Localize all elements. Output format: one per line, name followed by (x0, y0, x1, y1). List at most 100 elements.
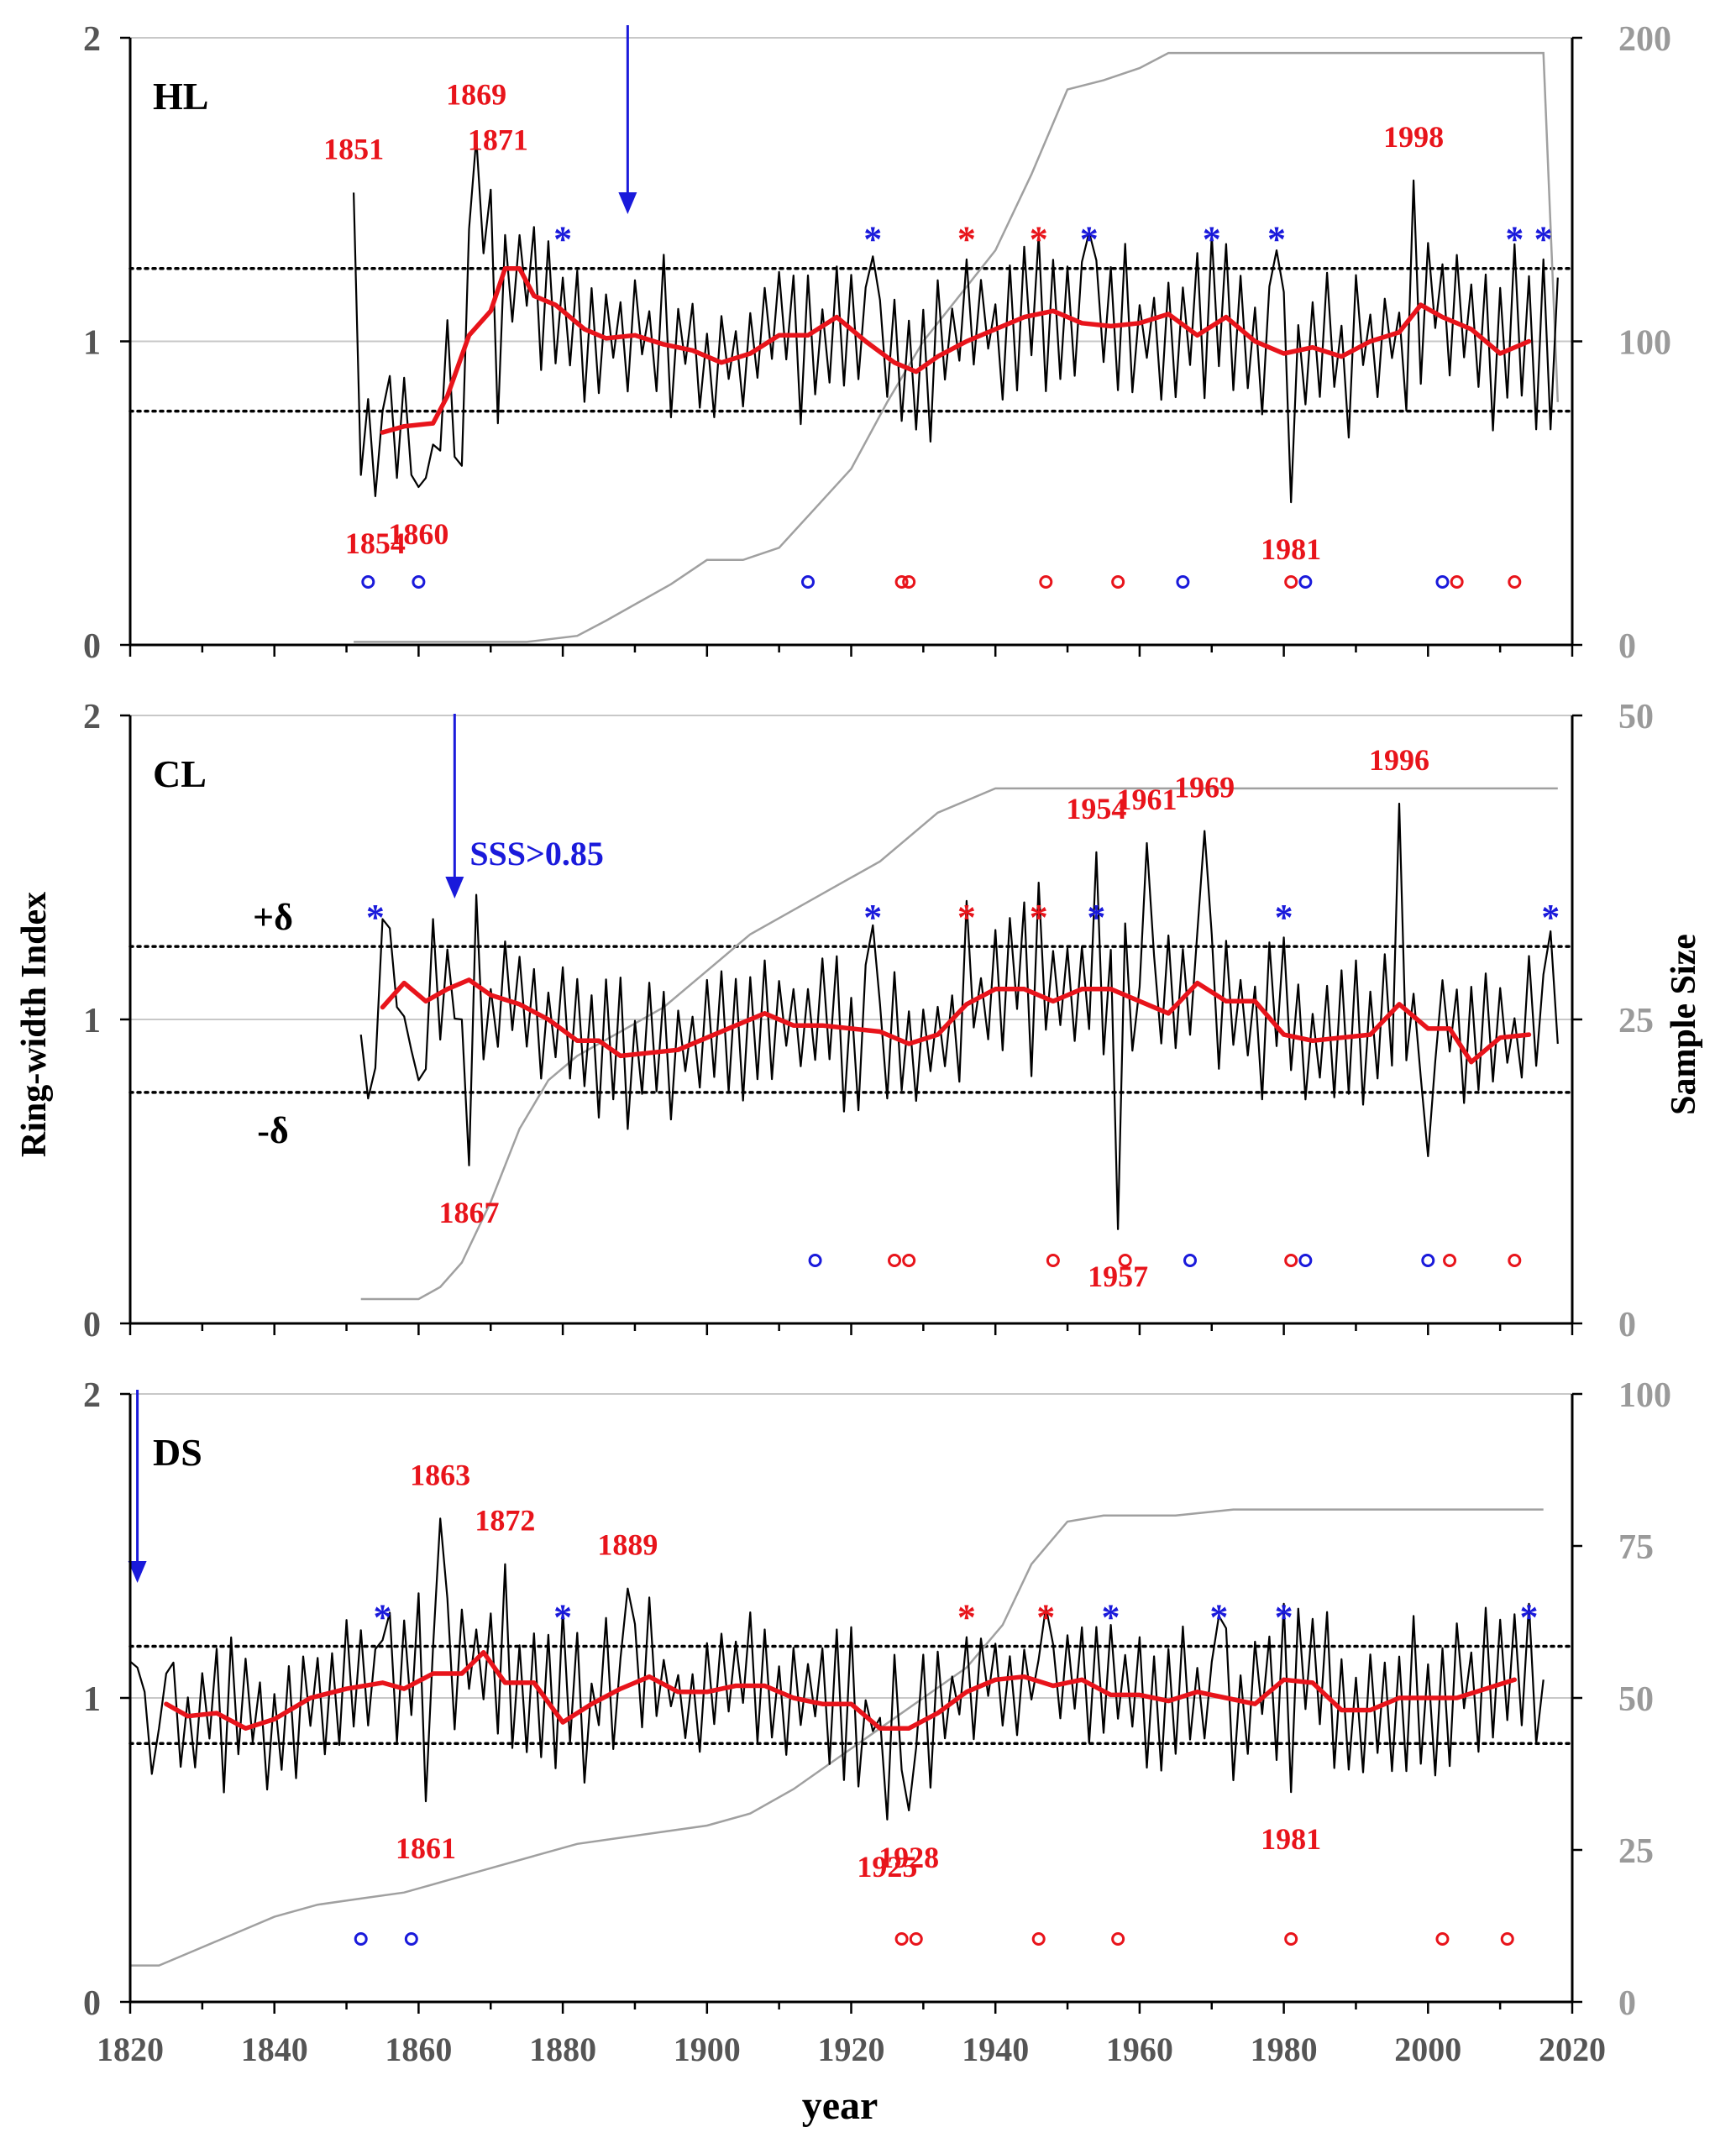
y-left-tick-label: 1 (83, 1680, 101, 1719)
moving-average-line (380, 977, 1532, 1065)
sample-size-line (354, 51, 1560, 643)
pointer-year-circle (1508, 1254, 1522, 1267)
pointer-year-star: * (1505, 219, 1524, 260)
x-tick-label: 1840 (241, 2030, 308, 2068)
pointer-year-star: * (957, 219, 976, 260)
pointer-year-circle (894, 1932, 909, 1946)
pointer-year-star: * (553, 219, 572, 260)
y-left-tick-label: 2 (83, 698, 101, 736)
y-right-tick-label: 0 (1618, 1984, 1636, 2023)
extreme-year-label: 1969 (1174, 771, 1235, 804)
pointer-year-circle (1435, 575, 1450, 589)
panel-label: CL (153, 752, 207, 795)
extreme-year-label: 1996 (1369, 743, 1429, 777)
y-axis-right-label: Sample Size (1665, 934, 1703, 1115)
extreme-year-label: 1860 (388, 517, 448, 551)
pointer-year-circle (1435, 1932, 1450, 1946)
pointer-year-circle (1039, 575, 1053, 589)
extreme-year-label: 1925 (857, 1850, 917, 1884)
x-tick-label: 1860 (385, 2030, 452, 2068)
pointer-year-circle (1298, 1254, 1313, 1267)
pointer-year-circle (361, 575, 375, 589)
pointer-year-circle (902, 1254, 916, 1267)
pointer-year-circle (1508, 575, 1522, 589)
pointer-year-star: * (1203, 219, 1221, 260)
pointer-year-star: * (1209, 1596, 1228, 1637)
x-tick-label: 2000 (1394, 2030, 1461, 2068)
ring-width-index-line (353, 137, 1559, 504)
extreme-year-label: 1954 (1066, 792, 1126, 825)
x-tick-label: 1960 (1106, 2030, 1173, 2068)
y-right-tick-label: 0 (1618, 627, 1636, 666)
x-tick-label: 1940 (962, 2030, 1029, 2068)
sss-arrow-head (618, 192, 637, 214)
ring-width-index-line (359, 802, 1559, 1230)
extreme-year-label: 1851 (323, 132, 384, 165)
pointer-year-star: * (1519, 1596, 1538, 1637)
pointer-year-circle (894, 575, 909, 589)
pointer-year-circle (1421, 1254, 1435, 1267)
pointer-year-circle (1443, 1254, 1457, 1267)
y-right-tick-label: 100 (1618, 324, 1671, 363)
y-right-tick-label: 200 (1618, 20, 1671, 59)
minus-delta-label: -δ (257, 1110, 289, 1151)
x-tick-label: 2020 (1539, 2030, 1606, 2068)
pointer-year-star: * (863, 219, 882, 260)
pointer-year-circle (404, 1932, 418, 1946)
pointer-year-star: * (957, 897, 976, 938)
y-right-tick-label: 25 (1618, 1002, 1654, 1040)
x-tick-label: 1880 (529, 2030, 596, 2068)
pointer-year-star: * (1102, 1596, 1120, 1637)
y-right-tick-label: 0 (1618, 1306, 1636, 1344)
y-right-tick-label: 25 (1618, 1832, 1654, 1871)
pointer-year-circle (1284, 1254, 1298, 1267)
extreme-year-label: 1961 (1116, 783, 1177, 816)
pointer-year-star: * (553, 1596, 572, 1637)
extreme-year-label: 1981 (1261, 1822, 1321, 1856)
extreme-year-label: 1872 (475, 1504, 535, 1538)
x-tick-label: 1900 (674, 2030, 741, 2068)
x-tick-label: 1980 (1251, 2030, 1318, 2068)
pointer-year-circle (1298, 575, 1313, 589)
pointer-year-star: * (1036, 1596, 1055, 1637)
x-tick-label: 1820 (97, 2030, 164, 2068)
pointer-year-circle (902, 575, 916, 589)
y-right-tick-label: 50 (1618, 698, 1654, 736)
pointer-year-star: * (1541, 897, 1560, 938)
plus-delta-label: +δ (253, 897, 293, 938)
extreme-year-label: 1981 (1261, 532, 1321, 566)
pointer-year-circle (1450, 575, 1464, 589)
pointer-year-star: * (1087, 897, 1105, 938)
pointer-year-star: * (863, 897, 882, 938)
pointer-year-star: * (373, 1596, 391, 1637)
pointer-year-star: * (1267, 219, 1286, 260)
pointer-year-circle (1046, 1254, 1060, 1267)
pointer-year-star: * (1534, 219, 1553, 260)
pointer-year-circle (1118, 1254, 1132, 1267)
pointer-year-circle (1500, 1932, 1514, 1946)
panel-label: HL (153, 75, 208, 118)
x-tick-label: 1920 (818, 2030, 885, 2068)
y-axis-left-label: Ring-width Index (15, 892, 54, 1157)
y-left-tick-label: 1 (83, 1002, 101, 1040)
moving-average-line (380, 265, 1532, 435)
panel-label: DS (153, 1431, 202, 1474)
extreme-year-label: 1871 (468, 123, 528, 157)
pointer-year-circle (1111, 575, 1125, 589)
pointer-year-star: * (1275, 897, 1293, 938)
pointer-year-star: * (957, 1596, 976, 1637)
extreme-year-label: 1869 (446, 77, 506, 111)
pointer-year-circle (888, 1254, 902, 1267)
pointer-year-star: * (1030, 897, 1048, 938)
y-left-tick-label: 0 (83, 627, 101, 666)
extreme-year-label: 1998 (1383, 120, 1444, 154)
extreme-year-label: 1854 (345, 527, 406, 560)
x-tick-labels: 1820 1840 1860 1880 1900 1920 1940 1960 1980 2000… (97, 2030, 1606, 2068)
pointer-year-circle (412, 575, 426, 589)
pointer-year-star: * (1080, 219, 1099, 260)
pointer-year-circle (808, 1254, 822, 1267)
